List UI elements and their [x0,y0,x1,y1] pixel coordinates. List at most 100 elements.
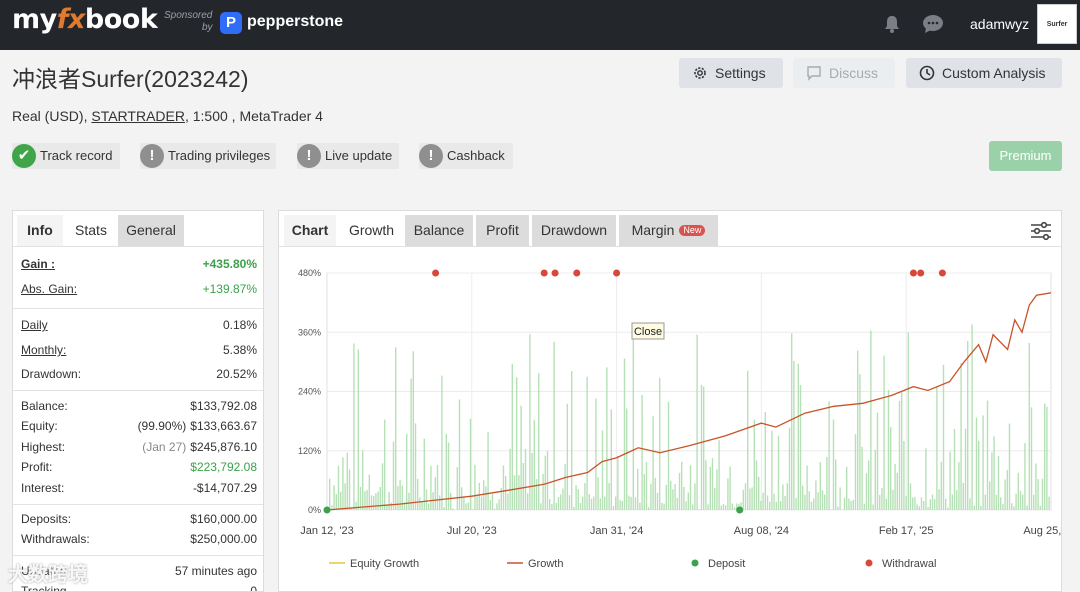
activity-bar [628,495,630,510]
activity-bar [370,495,373,510]
tab-chart[interactable]: Chart [284,215,336,246]
activity-bar [923,501,925,510]
trading-privileges-badge[interactable]: ! Trading privileges [140,143,276,169]
activity-bar [388,491,390,510]
live-update-badge[interactable]: ! Live update [297,143,399,169]
withdrawal-marker [917,269,925,277]
tooltip-box [631,322,665,340]
activity-bar [698,509,700,510]
activity-bar [353,343,355,510]
pepperstone-logo-icon[interactable]: P [220,12,242,34]
activity-bar [344,483,346,510]
premium-button[interactable]: Premium [989,141,1062,171]
activity-bar [401,485,403,510]
activity-bar [872,504,874,510]
track-record-badge[interactable]: ✔ Track record [12,143,120,169]
activity-bar [942,364,945,510]
sponsor-name[interactable]: pepperstone [247,13,344,30]
tab-info[interactable]: Info [17,215,63,246]
activity-bar [342,457,344,510]
activity-bar [909,483,912,510]
filter-settings-icon[interactable] [1029,219,1053,243]
tab-profit[interactable]: Profit [476,215,529,246]
activity-bar [654,478,656,510]
tab-balance[interactable]: Balance [405,215,473,246]
activity-bar [606,367,608,510]
myfxbook-logo[interactable]: myfxbook [12,4,158,35]
activity-bar [335,494,337,510]
tab-growth[interactable]: Growth [340,215,403,246]
activity-bar [931,494,934,510]
activity-bar [463,497,465,510]
activity-bar [566,403,568,510]
activity-bar [997,456,1000,510]
activity-bar [914,497,916,510]
activity-bar [661,502,663,510]
discuss-button[interactable]: Discuss [793,58,895,88]
username[interactable]: adamwyz [970,16,1030,32]
activity-bar [443,507,445,510]
activity-bar [920,497,923,510]
bell-icon[interactable] [882,14,902,34]
tab-margin[interactable]: Margin New [619,215,718,246]
activity-bar [830,509,832,510]
activity-bar [524,448,527,510]
activity-bar [883,355,885,510]
activity-bar [555,502,557,510]
activity-bar [806,465,808,510]
legend-label: Equity Growth [350,558,419,570]
activity-bar [733,507,736,510]
activity-bar [560,494,562,510]
activity-bar [588,494,590,510]
avatar[interactable]: Surfer [1037,4,1077,44]
activity-bar [641,395,643,510]
tab-general[interactable]: General [118,215,184,246]
activity-bar [533,419,535,510]
custom-analysis-button[interactable]: Custom Analysis [906,58,1062,88]
activity-bar [949,451,951,510]
activity-bar [1022,494,1024,510]
clock-icon [919,65,935,81]
activity-bar [619,499,621,510]
activity-bar [551,503,553,510]
activity-bar [467,502,469,510]
activity-bar [447,442,450,510]
activity-bar [601,430,604,510]
broker-link[interactable]: STARTRADER [91,108,185,124]
activity-bar [1037,479,1039,510]
activity-bar [441,375,443,510]
tab-stats[interactable]: Stats [65,215,117,246]
activity-bar [773,493,775,510]
activity-bar [758,476,760,510]
watermark: 大数跨境 [8,564,88,586]
activity-bar [538,373,540,510]
activity-bar [461,487,463,510]
x-tick-label: Feb 17, '25 [879,525,934,537]
growth-chart[interactable]: 0% 120% 240% 360% 480% Jan 12, '23 Jul 20, '23… [279,251,1061,591]
activity-bar [843,497,846,510]
activity-bar [590,498,593,510]
settings-button[interactable]: Settings [679,58,783,88]
activity-bar [676,498,678,510]
activity-bar [663,503,665,510]
activity-bar [861,446,863,510]
withdrawal-marker [613,269,621,277]
activity-bar [632,338,634,510]
activity-bar [665,484,667,510]
activity-bar [964,428,967,510]
activity-bar [749,488,751,510]
tracking-row: Tracking 0 [21,584,257,592]
activity-bar [1035,463,1037,510]
activity-bar [797,363,799,510]
tab-drawdown[interactable]: Drawdown [532,215,616,246]
activity-bar [476,496,478,510]
y-tick-label: 240% [298,387,321,397]
activity-bar [868,460,870,510]
activity-bar [469,418,472,510]
comment-icon [807,66,821,81]
chat-icon[interactable] [922,14,944,34]
cashback-badge[interactable]: ! Cashback [419,143,513,169]
activity-bar [804,494,806,510]
sponsored-label: Sponsored by [164,10,213,33]
activity-bar [1004,479,1006,510]
